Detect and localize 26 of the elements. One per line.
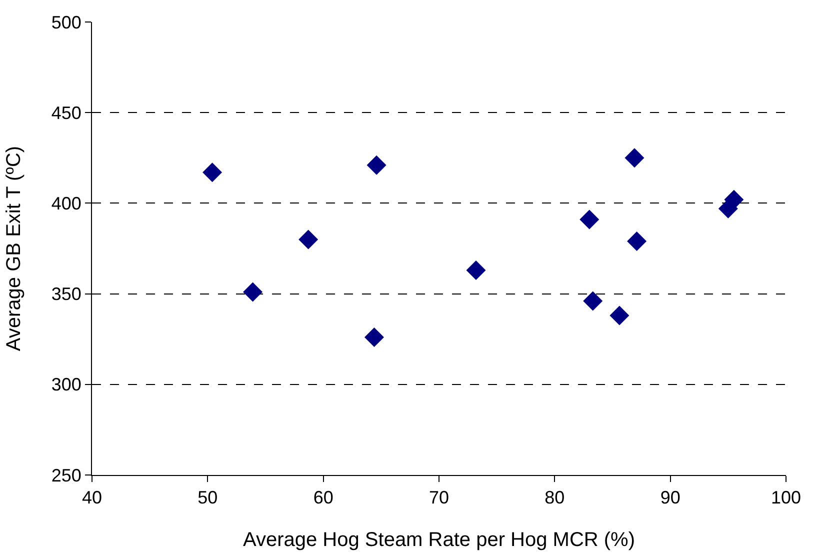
- point: [202, 162, 222, 182]
- point: [583, 291, 603, 311]
- x-axis-title: Average Hog Steam Rate per Hog MCR (%): [242, 529, 636, 552]
- x-tick-label: 50: [198, 488, 218, 508]
- point: [298, 230, 318, 250]
- point: [610, 306, 630, 326]
- x-tick-label: 40: [82, 488, 102, 508]
- x-tick-label: 100: [770, 488, 802, 508]
- x-tick-label: 90: [660, 488, 680, 508]
- x-tick-label: 80: [544, 488, 565, 508]
- point: [627, 232, 647, 251]
- y-tick-label: 450: [51, 102, 82, 123]
- y-tick-label: 400: [51, 194, 82, 214]
- x-tick-label: 70: [428, 488, 450, 508]
- point: [466, 260, 486, 280]
- point: [364, 328, 384, 348]
- y-tick-label: 250: [51, 465, 82, 486]
- point: [624, 148, 644, 168]
- x-tick-label: 60: [313, 488, 334, 508]
- point: [243, 282, 263, 302]
- y-tick-label: 350: [51, 284, 82, 304]
- y-tick-label: 500: [51, 12, 82, 32]
- point: [580, 210, 600, 230]
- y-tick-label: 300: [51, 374, 82, 395]
- point: [366, 155, 386, 175]
- y-axis-title: Average GB Exit T (ºC): [2, 146, 25, 352]
